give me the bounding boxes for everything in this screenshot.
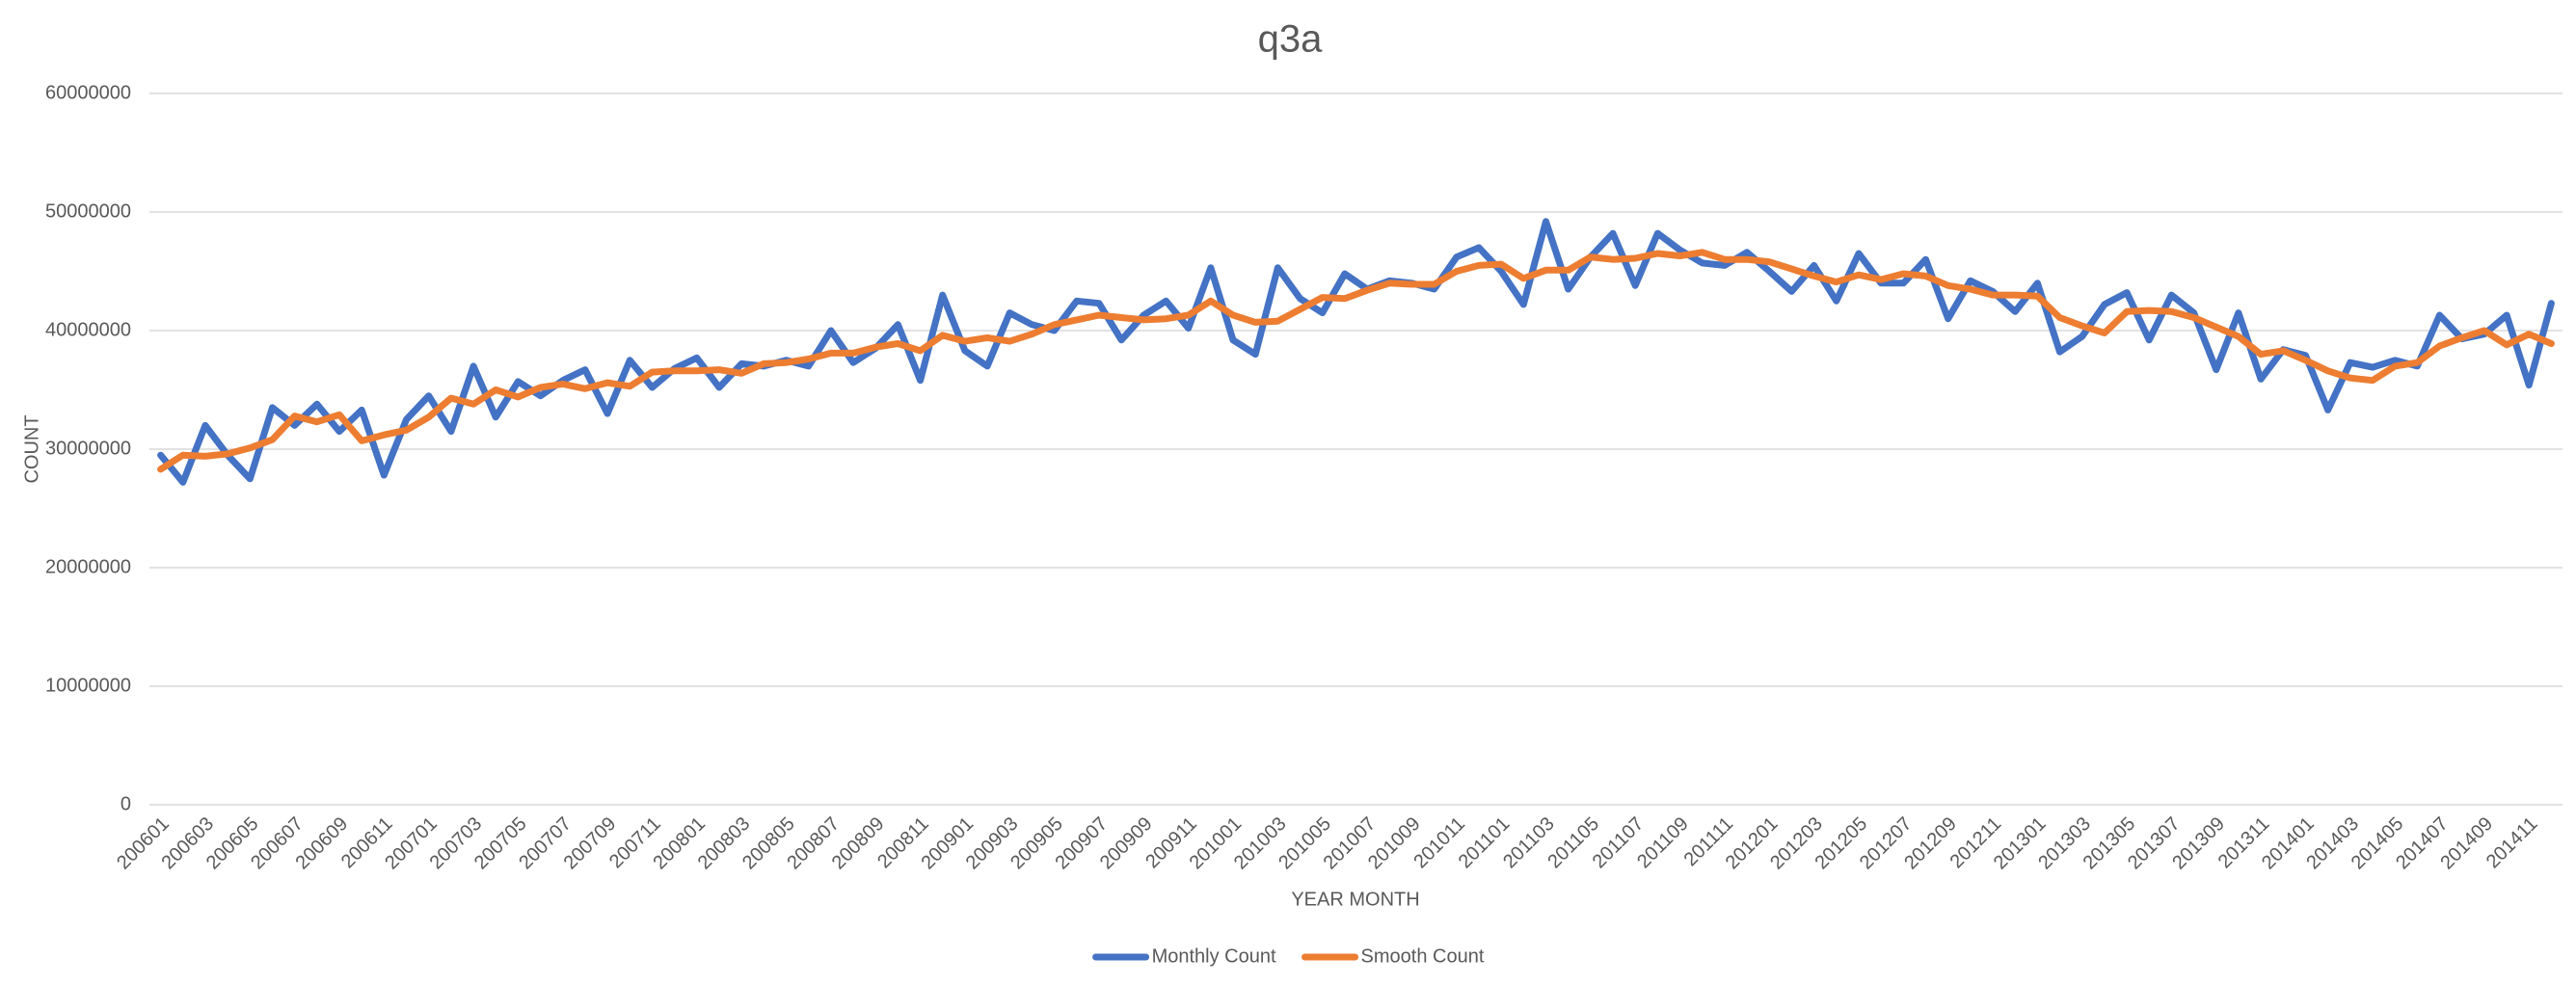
legend-label: Monthly Count bbox=[1152, 945, 1276, 967]
y-tick-label: 10000000 bbox=[45, 675, 131, 696]
x-tick-label: 201411 bbox=[2482, 813, 2542, 873]
series-line bbox=[157, 249, 2555, 473]
series-line bbox=[157, 218, 2555, 486]
y-axis-title: COUNT bbox=[21, 414, 42, 483]
y-tick-label: 60000000 bbox=[45, 82, 131, 103]
x-axis-title: YEAR MONTH bbox=[1291, 889, 1419, 910]
y-tick-label: 20000000 bbox=[45, 556, 131, 577]
y-tick-label: 0 bbox=[121, 793, 131, 814]
legend-label: Smooth Count bbox=[1361, 945, 1485, 967]
y-tick-label: 30000000 bbox=[45, 438, 131, 459]
chart-title: q3a bbox=[1258, 18, 1323, 61]
y-tick-label: 40000000 bbox=[45, 319, 131, 340]
x-tick-label: 201109 bbox=[1633, 813, 1693, 873]
y-tick-label: 50000000 bbox=[45, 200, 131, 222]
